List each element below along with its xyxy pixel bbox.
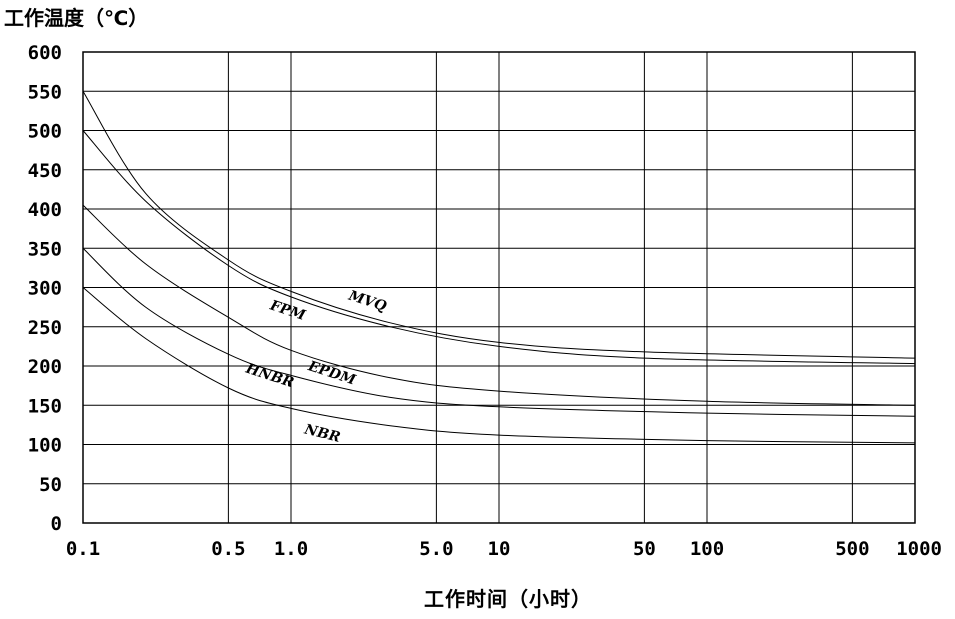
y-tick-label: 550 — [28, 81, 62, 103]
y-tick-label: 0 — [51, 513, 62, 535]
x-tick-label: 0.1 — [66, 538, 100, 560]
series-line-nbr — [82, 287, 916, 444]
y-tick-label: 400 — [28, 199, 62, 221]
series-label: MVQ — [346, 288, 389, 315]
x-tick-label: 500 — [835, 538, 869, 560]
x-tick-label: 5.0 — [419, 538, 453, 560]
y-tick-label: 250 — [28, 317, 62, 339]
series-line-fpm — [82, 130, 916, 365]
x-tick-label: 1000 — [896, 538, 942, 560]
series-label: HNBR — [243, 360, 296, 391]
x-tick-label: 0.5 — [211, 538, 245, 560]
series-label: FPM — [267, 297, 308, 324]
y-tick-label: 350 — [28, 238, 62, 260]
y-tick-label: 450 — [28, 160, 62, 182]
y-tick-label: 50 — [39, 474, 62, 496]
y-tick-label: 500 — [28, 121, 62, 143]
x-tick-label: 10 — [488, 538, 511, 560]
series-line-mvq — [82, 91, 916, 359]
y-tick-label: 200 — [28, 356, 62, 378]
y-tick-label: 100 — [28, 435, 62, 457]
series-line-epdm — [82, 204, 916, 406]
series-label: NBR — [302, 421, 342, 446]
series-line-hnbr — [82, 247, 916, 417]
y-axis-title: 工作温度（℃） — [4, 6, 149, 30]
x-tick-label: 1.0 — [274, 538, 308, 560]
y-tick-label: 300 — [28, 278, 62, 300]
x-axis-title: 工作时间（小时） — [424, 587, 592, 611]
y-tick-label: 150 — [28, 395, 62, 417]
x-tick-label: 100 — [690, 538, 724, 560]
y-tick-label: 600 — [28, 42, 62, 64]
x-tick-label: 50 — [633, 538, 656, 560]
series-label: EPDM — [305, 358, 358, 389]
